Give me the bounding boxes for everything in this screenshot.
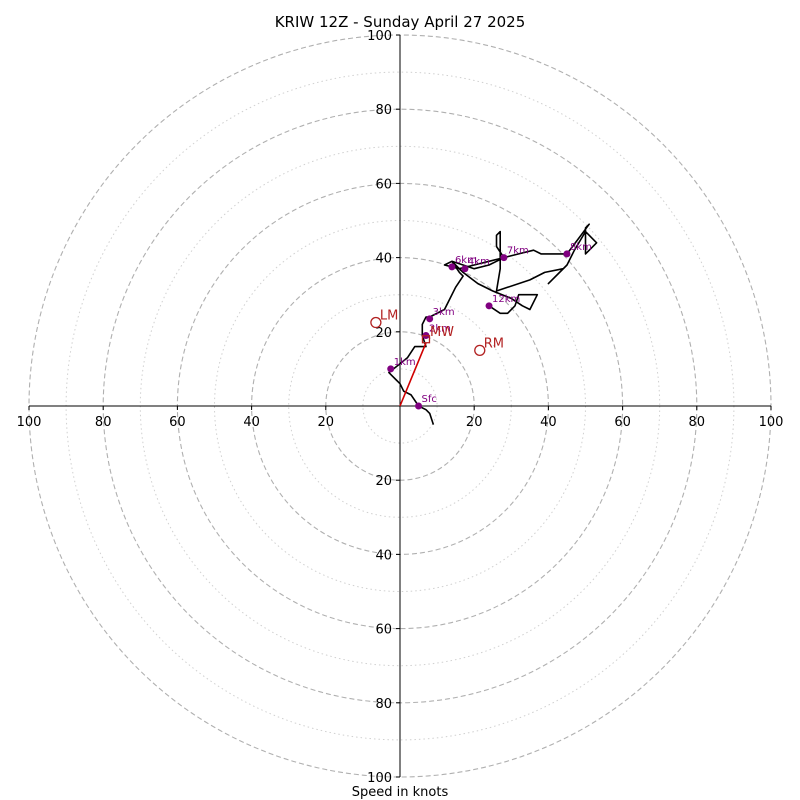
y-tick-label: 20: [375, 474, 392, 489]
x-tick-label: 80: [95, 415, 112, 430]
storm-motion-label: RM: [484, 336, 504, 351]
height-point-marker: [461, 265, 469, 273]
x-axis-label: Speed in knots: [352, 785, 449, 800]
storm-motion-marker: [370, 316, 382, 329]
tick-labels: 100 80 60 40 20 20 40 60 80 100 100 80 60 40 20 20 40 60 8…: [17, 29, 784, 786]
height-point-marker: [387, 365, 395, 373]
mean-wind-marker: [421, 335, 431, 344]
y-tick-label: 80: [375, 697, 392, 712]
y-tick-label: 40: [375, 252, 392, 267]
height-point-label: 6km: [455, 255, 477, 266]
storm-motion-label: MW: [430, 325, 454, 340]
y-tick-label: 60: [375, 623, 392, 638]
storm-motion-layer: LM RM MW: [370, 309, 504, 357]
height-point-marker: [415, 402, 423, 410]
height-point-marker: [426, 315, 434, 323]
wind-trace-layer: [388, 223, 598, 425]
storm-motion-label: LM: [380, 309, 398, 324]
y-tick-label: 100: [367, 29, 392, 44]
height-point-label: 2km: [429, 324, 451, 335]
height-point-label: 1km: [394, 357, 416, 368]
height-point-label: Sfc: [422, 394, 437, 405]
height-point-marker: [500, 254, 508, 262]
height-point-label: 12km: [492, 294, 520, 305]
height-point-label: 7km: [507, 246, 529, 257]
x-tick-label: 40: [243, 415, 260, 430]
x-tick-label: 100: [17, 415, 42, 430]
storm-motion-marker: [474, 344, 486, 357]
x-tick-label: 60: [169, 415, 186, 430]
height-point-label: 3km: [433, 307, 455, 318]
y-tick-label: 100: [367, 771, 392, 786]
x-tick-label: 20: [318, 415, 335, 430]
height-point-label: 8km: [570, 242, 592, 253]
y-tick-label: 40: [375, 548, 392, 563]
chart-title: KRIW 12Z - Sunday April 27 2025: [275, 13, 526, 31]
x-tick-label: 20: [466, 415, 483, 430]
y-tick-label: 20: [375, 326, 392, 341]
x-tick-label: 60: [614, 415, 631, 430]
height-point-marker: [563, 250, 571, 258]
height-point-marker: [448, 263, 456, 271]
x-tick-label: 80: [689, 415, 706, 430]
height-point-label: 4km: [468, 257, 490, 268]
y-tick-label: 60: [375, 177, 392, 192]
shear-vector-line: [399, 342, 427, 407]
y-tick-label: 80: [375, 103, 392, 118]
x-tick-label: 40: [540, 415, 557, 430]
height-point-marker: [485, 302, 493, 310]
x-tick-label: 100: [759, 415, 784, 430]
